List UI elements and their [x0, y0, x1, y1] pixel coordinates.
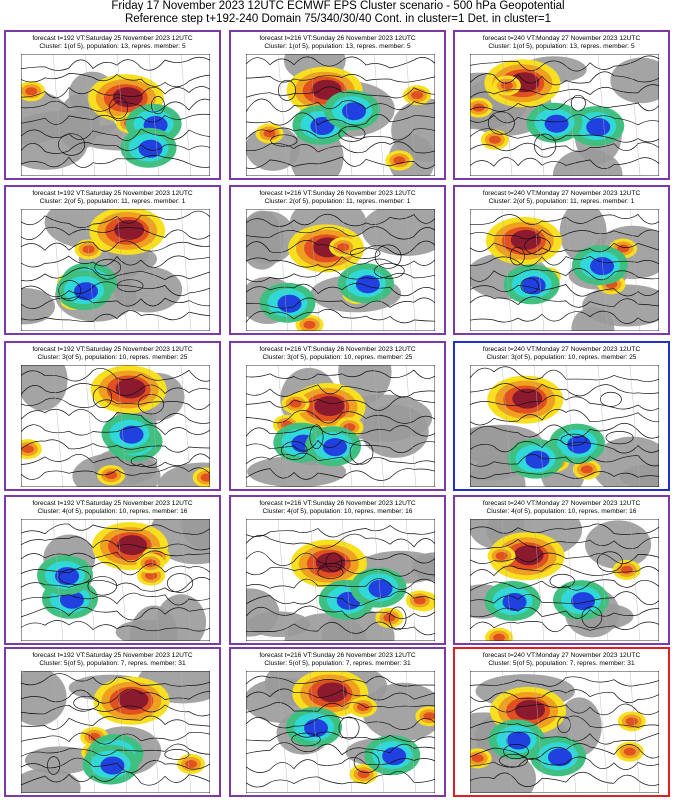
- panel-cluster-info: Cluster: 3(of 5), population: 10, repres…: [262, 353, 413, 361]
- panel-cluster-info: Cluster: 1(of 5), population: 13, repres…: [264, 42, 411, 50]
- panel-cluster-info: Cluster: 5(of 5), population: 7, repres.…: [488, 659, 635, 667]
- cluster-panel: forecast t=240 VT:Monday 27 November 202…: [453, 495, 670, 645]
- cluster-panel: forecast t=240 VT:Monday 27 November 202…: [453, 341, 670, 491]
- panel-cluster-info: Cluster: 5(of 5), population: 7, repres.…: [264, 659, 411, 667]
- geopotential-anomaly-map: [246, 671, 435, 793]
- cluster-panel: forecast t=192 VT:Saturday 25 November 2…: [4, 495, 221, 645]
- panel-forecast-time: forecast t=216 VT:Sunday 26 November 202…: [259, 652, 416, 659]
- geopotential-anomaly-map: [21, 519, 210, 641]
- panel-caption: forecast t=192 VT:Saturday 25 November 2…: [6, 500, 219, 515]
- geopotential-anomaly-map: [21, 209, 210, 331]
- cluster-panel: forecast t=192 VT:Saturday 25 November 2…: [4, 647, 221, 797]
- panel-forecast-time: forecast t=216 VT:Sunday 26 November 202…: [259, 190, 416, 197]
- panel-caption: forecast t=216 VT:Sunday 26 November 202…: [231, 346, 444, 361]
- geopotential-anomaly-map: [246, 209, 435, 331]
- panel-caption: forecast t=216 VT:Sunday 26 November 202…: [231, 652, 444, 667]
- panel-caption: forecast t=216 VT:Sunday 26 November 202…: [231, 35, 444, 50]
- panel-caption: forecast t=192 VT:Saturday 25 November 2…: [6, 190, 219, 205]
- title-line-2: Reference step t+192-240 Domain 75/340/3…: [124, 12, 552, 25]
- panel-cluster-info: Cluster: 4(of 5), population: 10, repres…: [486, 507, 637, 515]
- panel-cluster-info: Cluster: 3(of 5), population: 10, repres…: [486, 353, 637, 361]
- cluster-panel: forecast t=216 VT:Sunday 26 November 202…: [229, 185, 446, 335]
- panel-forecast-time: forecast t=192 VT:Saturday 25 November 2…: [32, 190, 193, 197]
- panel-forecast-time: forecast t=192 VT:Saturday 25 November 2…: [32, 346, 193, 353]
- panel-forecast-time: forecast t=192 VT:Saturday 25 November 2…: [32, 500, 193, 507]
- panel-cluster-info: Cluster: 2(of 5), population: 11, repres…: [39, 197, 186, 205]
- panel-caption: forecast t=240 VT:Monday 27 November 202…: [455, 35, 668, 50]
- cluster-panel: forecast t=216 VT:Sunday 26 November 202…: [229, 647, 446, 797]
- geopotential-anomaly-map: [470, 54, 659, 176]
- cluster-panel: forecast t=216 VT:Sunday 26 November 202…: [229, 495, 446, 645]
- panel-cluster-info: Cluster: 4(of 5), population: 10, repres…: [262, 507, 413, 515]
- cluster-panel: forecast t=192 VT:Saturday 25 November 2…: [4, 341, 221, 491]
- geopotential-anomaly-map: [21, 365, 210, 487]
- geopotential-anomaly-map: [21, 671, 210, 793]
- geopotential-anomaly-map: [470, 365, 659, 487]
- geopotential-anomaly-map: [246, 54, 435, 176]
- cluster-panel: forecast t=216 VT:Sunday 26 November 202…: [229, 30, 446, 180]
- title-line-1: Friday 17 November 2023 12UTC ECMWF EPS …: [111, 0, 565, 12]
- panel-cluster-info: Cluster: 3(of 5), population: 10, repres…: [37, 353, 188, 361]
- panel-cluster-info: Cluster: 1(of 5), population: 13, repres…: [39, 42, 186, 50]
- panel-forecast-time: forecast t=240 VT:Monday 27 November 202…: [482, 190, 641, 197]
- panel-forecast-time: forecast t=240 VT:Monday 27 November 202…: [482, 652, 641, 659]
- panel-forecast-time: forecast t=216 VT:Sunday 26 November 202…: [259, 346, 416, 353]
- geopotential-anomaly-map: [21, 54, 210, 176]
- panel-caption: forecast t=192 VT:Saturday 25 November 2…: [6, 35, 219, 50]
- panel-forecast-time: forecast t=240 VT:Monday 27 November 202…: [482, 35, 641, 42]
- panel-caption: forecast t=192 VT:Saturday 25 November 2…: [6, 652, 219, 667]
- panel-caption: forecast t=216 VT:Sunday 26 November 202…: [231, 500, 444, 515]
- page-header: Friday 17 November 2023 12UTC ECMWF EPS …: [0, 0, 676, 28]
- cluster-panel: forecast t=240 VT:Monday 27 November 202…: [453, 30, 670, 180]
- cluster-panel: forecast t=240 VT:Monday 27 November 202…: [453, 185, 670, 335]
- panel-caption: forecast t=216 VT:Sunday 26 November 202…: [231, 190, 444, 205]
- panel-forecast-time: forecast t=216 VT:Sunday 26 November 202…: [259, 500, 416, 507]
- panel-forecast-time: forecast t=216 VT:Sunday 26 November 202…: [259, 35, 416, 42]
- panel-caption: forecast t=240 VT:Monday 27 November 202…: [455, 346, 668, 361]
- panel-forecast-time: forecast t=240 VT:Monday 27 November 202…: [482, 500, 641, 507]
- cluster-panel: forecast t=216 VT:Sunday 26 November 202…: [229, 341, 446, 491]
- panel-cluster-info: Cluster: 1(of 5), population: 13, repres…: [488, 42, 635, 50]
- panel-caption: forecast t=240 VT:Monday 27 November 202…: [455, 652, 668, 667]
- panel-caption: forecast t=240 VT:Monday 27 November 202…: [455, 500, 668, 515]
- panel-cluster-info: Cluster: 2(of 5), population: 11, repres…: [264, 197, 411, 205]
- geopotential-anomaly-map: [470, 671, 659, 793]
- panel-cluster-info: Cluster: 5(of 5), population: 7, repres.…: [39, 659, 186, 667]
- cluster-panel: forecast t=192 VT:Saturday 25 November 2…: [4, 30, 221, 180]
- panel-cluster-info: Cluster: 2(of 5), population: 11, repres…: [488, 197, 635, 205]
- cluster-panel-grid: forecast t=192 VT:Saturday 25 November 2…: [0, 28, 676, 800]
- panel-caption: forecast t=240 VT:Monday 27 November 202…: [455, 190, 668, 205]
- panel-forecast-time: forecast t=192 VT:Saturday 25 November 2…: [32, 652, 193, 659]
- geopotential-anomaly-map: [470, 519, 659, 641]
- panel-forecast-time: forecast t=240 VT:Monday 27 November 202…: [482, 346, 641, 353]
- cluster-panel: forecast t=192 VT:Saturday 25 November 2…: [4, 185, 221, 335]
- geopotential-anomaly-map: [246, 519, 435, 641]
- geopotential-anomaly-map: [246, 365, 435, 487]
- geopotential-anomaly-map: [470, 209, 659, 331]
- panel-cluster-info: Cluster: 4(of 5), population: 10, repres…: [37, 507, 188, 515]
- cluster-panel: forecast t=240 VT:Monday 27 November 202…: [453, 647, 670, 797]
- panel-forecast-time: forecast t=192 VT:Saturday 25 November 2…: [32, 35, 193, 42]
- panel-caption: forecast t=192 VT:Saturday 25 November 2…: [6, 346, 219, 361]
